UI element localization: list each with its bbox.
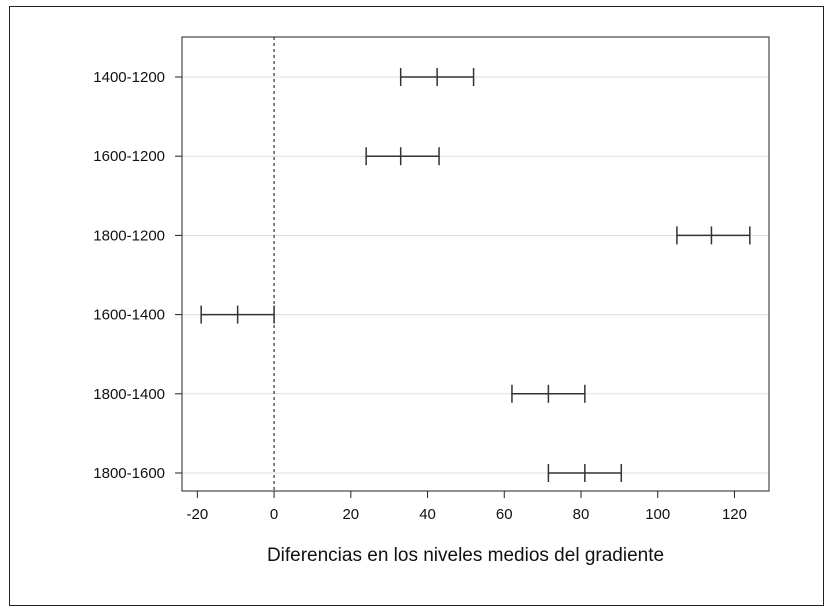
interval-1400-1200 [399,68,475,86]
interval-1600-1400 [200,305,275,324]
x-tick-label: -20 [187,506,209,523]
x-tick-label: 40 [419,506,436,523]
x-axis-title: Diferencias en los niveles medios del gr… [267,545,664,566]
y-tick-label: 1800-1600 [93,465,165,482]
x-tick-label: 20 [342,506,359,523]
intervals [200,68,751,482]
x-axis: -20 0 20 40 60 80 100 120 [187,491,747,523]
y-tick-label: 1600-1400 [93,307,165,324]
y-tick-labels: 1400-1200 1600-1200 1800-1200 1600-1400 1800… [93,69,182,482]
interval-chart: 1400-1200 1600-1200 1800-1200 1600-1400 1800… [93,36,770,566]
interval-1800-1400 [511,384,586,403]
y-tick-label: 1600-1200 [93,148,165,165]
y-tick-label: 1400-1200 [93,69,165,86]
figure-frame: 1400-1200 1600-1200 1800-1200 1600-1400 1800… [9,6,824,606]
x-tick-label: 60 [496,506,513,523]
y-tick-label: 1800-1200 [93,227,165,244]
y-tick-label: 1800-1400 [93,386,165,403]
x-tick-label: 80 [573,506,590,523]
interval-1800-1600 [547,464,623,482]
x-tick-label: 100 [645,506,670,523]
plot-border [181,36,770,492]
x-tick-label: 0 [270,506,278,523]
interval-1600-1200 [365,147,440,166]
x-tick-label: 120 [722,506,747,523]
grid-lines [182,76,769,474]
interval-1800-1200 [676,226,751,245]
